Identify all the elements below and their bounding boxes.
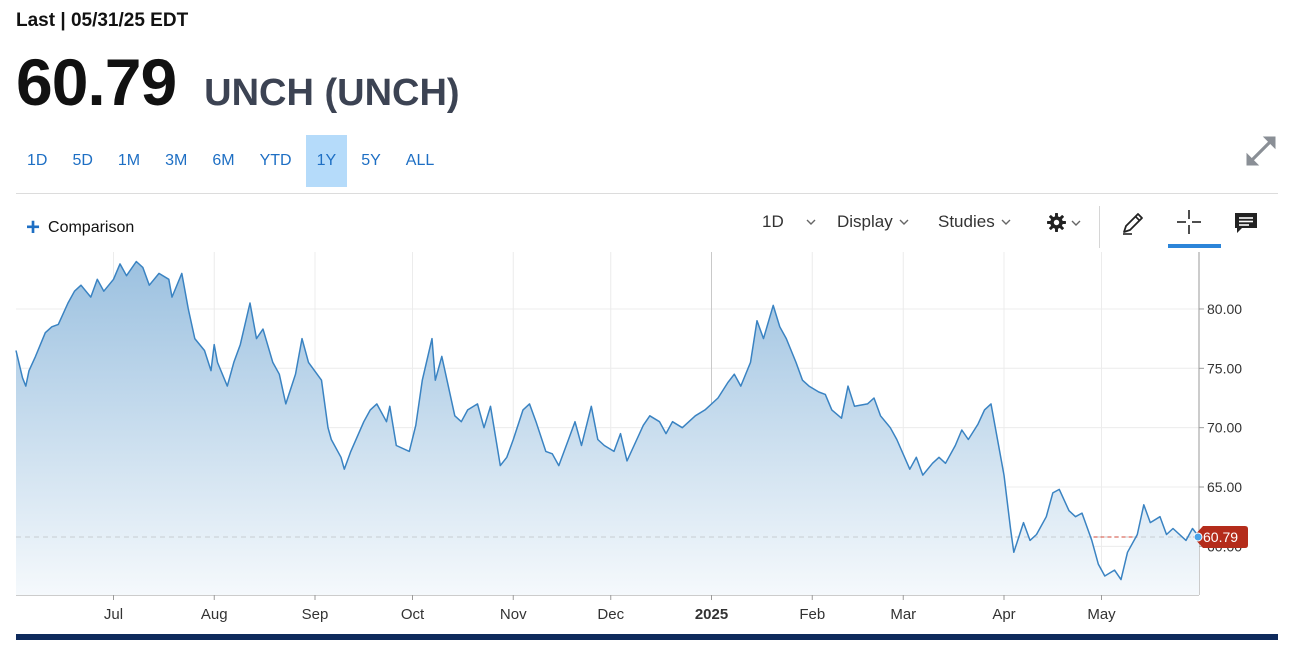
chevron-down-icon	[1001, 219, 1011, 225]
comparison-label: Comparison	[48, 219, 135, 236]
x-tick-label: 2025	[695, 606, 728, 623]
crosshair-icon[interactable]	[1176, 209, 1202, 235]
chevron-down-icon	[899, 219, 909, 225]
studies-label: Studies	[938, 212, 995, 231]
range-selector: 1D 5D 1M 3M 6M YTD 1Y 5Y ALL	[16, 135, 448, 187]
range-button-ytd[interactable]: YTD	[259, 152, 292, 169]
x-tick-label: May	[1087, 606, 1116, 623]
crosshair-active-indicator	[1168, 244, 1221, 248]
security-name: UNCH (UNCH)	[204, 72, 460, 114]
range-button-1d[interactable]: 1D	[27, 152, 48, 169]
toolbar-separator	[1099, 206, 1100, 248]
x-tick-label: Apr	[992, 606, 1015, 623]
toolbar-divider	[16, 193, 1278, 194]
last-price-tag: 60.79	[1193, 525, 1248, 548]
range-button-1m[interactable]: 1M	[117, 152, 141, 169]
x-tick-label: Feb	[799, 606, 825, 623]
draw-pencil-icon[interactable]	[1120, 210, 1146, 236]
studies-dropdown[interactable]: Studies	[938, 212, 1011, 232]
display-dropdown[interactable]: Display	[837, 212, 909, 232]
comparison-button[interactable]: + Comparison	[26, 216, 134, 240]
last-price-dot	[1193, 532, 1203, 542]
settings-gear-icon	[1047, 213, 1066, 232]
plus-icon: +	[26, 214, 41, 241]
x-axis-ticks: Jul Aug Sep Oct Nov Dec 2025 Feb Mar Apr May	[104, 595, 1116, 623]
x-tick-label: Mar	[890, 606, 916, 623]
x-tick-label: Nov	[500, 606, 527, 623]
y-tick-label: 70.00	[1207, 420, 1242, 436]
range-button-all[interactable]: ALL	[405, 152, 435, 169]
x-tick-label: Dec	[597, 606, 624, 623]
x-tick-label: Aug	[201, 606, 228, 623]
price-area	[16, 261, 1199, 595]
y-tick-label: 65.00	[1207, 479, 1242, 495]
last-price: 60.79	[16, 45, 177, 119]
x-tick-label: Sep	[302, 606, 329, 623]
chevron-down-icon	[1071, 220, 1081, 226]
x-tick-label: Oct	[401, 606, 425, 623]
chart-bottom-bar	[16, 634, 1278, 640]
price-line	[15, 260, 1200, 581]
y-tick-label: 80.00	[1207, 301, 1242, 317]
last-price-tag-shape	[1193, 525, 1248, 548]
settings-dropdown[interactable]	[1046, 212, 1081, 233]
expand-icon[interactable]	[1244, 134, 1278, 168]
x-tick-label: Jul	[104, 606, 123, 623]
range-button-6m[interactable]: 6M	[212, 152, 235, 169]
range-button-3m[interactable]: 3M	[165, 152, 188, 169]
range-button-5y[interactable]: 5Y	[361, 152, 381, 169]
interval-label: 1D	[762, 212, 784, 231]
last-price-tag-label: 60.79	[1203, 529, 1238, 545]
y-tick-label: 75.00	[1207, 360, 1242, 376]
display-label: Display	[837, 212, 893, 231]
last-updated-label: Last | 05/31/25 EDT	[16, 10, 189, 31]
range-button-1y[interactable]: 1Y	[305, 135, 348, 187]
comments-icon[interactable]	[1233, 211, 1259, 235]
chevron-down-icon	[806, 219, 816, 225]
range-button-5d[interactable]: 5D	[72, 152, 93, 169]
interval-dropdown[interactable]: 1D	[762, 212, 816, 232]
price-header: 60.79 UNCH (UNCH)	[16, 44, 460, 120]
